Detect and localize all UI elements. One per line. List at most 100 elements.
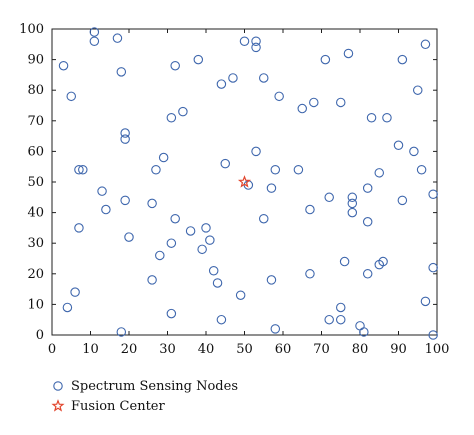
- legend-star-marker: [51, 399, 65, 412]
- sensing-node-marker: [166, 112, 177, 123]
- sensing-node-marker: [185, 226, 196, 236]
- sensing-node-marker: [324, 192, 334, 203]
- legend-circle-marker: [53, 381, 63, 391]
- sensing-node-marker: [112, 33, 123, 43]
- sensing-node-marker: [339, 256, 350, 267]
- sensing-node-marker: [147, 198, 157, 209]
- sensing-node-marker: [374, 168, 384, 178]
- sensing-node-marker: [397, 54, 408, 65]
- sensing-node-marker: [412, 85, 423, 95]
- sensing-node-marker: [166, 238, 177, 248]
- sensing-node-marker: [297, 103, 307, 114]
- sensing-node-marker: [120, 195, 130, 206]
- sensing-node-marker: [74, 165, 84, 175]
- y-tick-label: 60: [27, 144, 44, 159]
- y-tick-label: 0: [36, 328, 44, 343]
- y-tick-label: 80: [27, 83, 44, 98]
- sensing-node-marker: [235, 290, 246, 300]
- sensing-node-marker: [116, 67, 127, 77]
- y-tick-label: 10: [27, 297, 44, 312]
- y-tick-label: 20: [27, 267, 44, 282]
- y-tick-label: 70: [27, 114, 44, 129]
- sensing-node-marker: [355, 321, 365, 331]
- x-tick-label: 70: [313, 342, 330, 357]
- sensing-node-marker: [428, 189, 438, 199]
- marker-layer: [58, 27, 438, 340]
- sensing-node-marker: [366, 112, 377, 123]
- sensing-node-marker: [362, 183, 373, 193]
- legend-label: Fusion Center: [71, 399, 165, 414]
- sensing-node-marker: [335, 97, 346, 108]
- x-tick-label: 50: [236, 342, 253, 357]
- sensing-node-marker: [89, 36, 100, 46]
- sensing-node-marker: [70, 287, 80, 297]
- sensing-node-marker: [393, 140, 404, 151]
- x-tick-label: 0: [48, 342, 56, 357]
- sensing-node-marker: [97, 186, 107, 196]
- sensing-node-marker: [166, 308, 177, 319]
- x-tick-label: 10: [82, 342, 99, 357]
- sensing-node-marker: [293, 165, 304, 175]
- sensing-node-marker: [382, 112, 392, 123]
- legend-label: Spectrum Sensing Nodes: [71, 379, 238, 394]
- sensing-node-marker: [220, 158, 231, 169]
- sensing-node-marker: [89, 27, 100, 37]
- sensing-node-marker: [416, 165, 427, 175]
- y-tick-label: 40: [27, 206, 44, 221]
- sensing-node-marker: [428, 330, 438, 340]
- plot-frame: [51, 28, 438, 336]
- sensing-node-marker: [320, 54, 331, 65]
- sensing-node-marker: [274, 91, 284, 102]
- sensing-node-marker: [343, 48, 354, 59]
- sensing-node-marker: [120, 128, 130, 138]
- sensing-node-marker: [197, 244, 207, 255]
- x-tick-label: 30: [159, 342, 176, 357]
- sensing-node-marker: [155, 250, 165, 261]
- sensing-node-marker: [428, 262, 438, 273]
- sensing-node-marker: [258, 73, 269, 83]
- sensing-node-marker: [193, 54, 204, 65]
- sensing-node-marker: [347, 207, 358, 218]
- plot-layer: [51, 28, 438, 336]
- sensing-node-marker: [66, 91, 77, 102]
- sensing-node-marker: [74, 223, 84, 233]
- sensing-node-marker: [270, 165, 281, 175]
- sensing-node-marker: [251, 42, 261, 53]
- y-tick-label: 30: [27, 236, 44, 251]
- sensing-node-marker: [347, 198, 358, 209]
- sensing-node-marker: [124, 232, 134, 242]
- sensing-node-marker: [212, 278, 223, 288]
- sensing-node-marker: [158, 152, 169, 163]
- sensing-node-marker: [258, 213, 269, 224]
- x-tick-label: 90: [390, 342, 407, 357]
- sensing-node-marker: [251, 36, 261, 46]
- sensing-node-marker: [120, 134, 130, 144]
- fusion-center-marker: [237, 175, 252, 188]
- sensing-node-marker: [208, 265, 219, 276]
- sensing-node-marker: [420, 39, 431, 50]
- tick-layer: 0 10 20 30 40 50 60 70 80 90 100 0 10 20 30 40 50 60 70 80 9…: [19, 22, 449, 357]
- legend-item-fusion-center: Fusion Center: [51, 399, 165, 414]
- sensing-node-marker: [216, 79, 227, 89]
- sensing-node-marker: [305, 269, 315, 279]
- sensing-node-marker: [201, 223, 211, 233]
- y-tick-label: 90: [27, 53, 44, 68]
- legend: Spectrum Sensing Nodes Fusion Center: [51, 379, 238, 414]
- sensing-node-marker: [409, 146, 419, 157]
- sensing-node-marker: [359, 327, 369, 337]
- sensing-node-marker: [58, 60, 69, 71]
- sensing-node-marker: [397, 195, 408, 206]
- sensing-node-marker: [266, 183, 277, 193]
- sensing-node-marker: [170, 213, 180, 224]
- x-tick-label: 40: [198, 342, 215, 357]
- sensing-node-marker: [362, 217, 373, 227]
- sensing-node-marker: [420, 296, 431, 307]
- sensing-node-marker: [239, 36, 250, 46]
- legend-item-sensing-nodes: Spectrum Sensing Nodes: [53, 379, 238, 394]
- sensing-node-marker: [251, 146, 261, 157]
- sensing-node-marker: [305, 204, 315, 215]
- sensing-node-marker: [270, 324, 281, 334]
- sensing-node-marker: [151, 165, 161, 175]
